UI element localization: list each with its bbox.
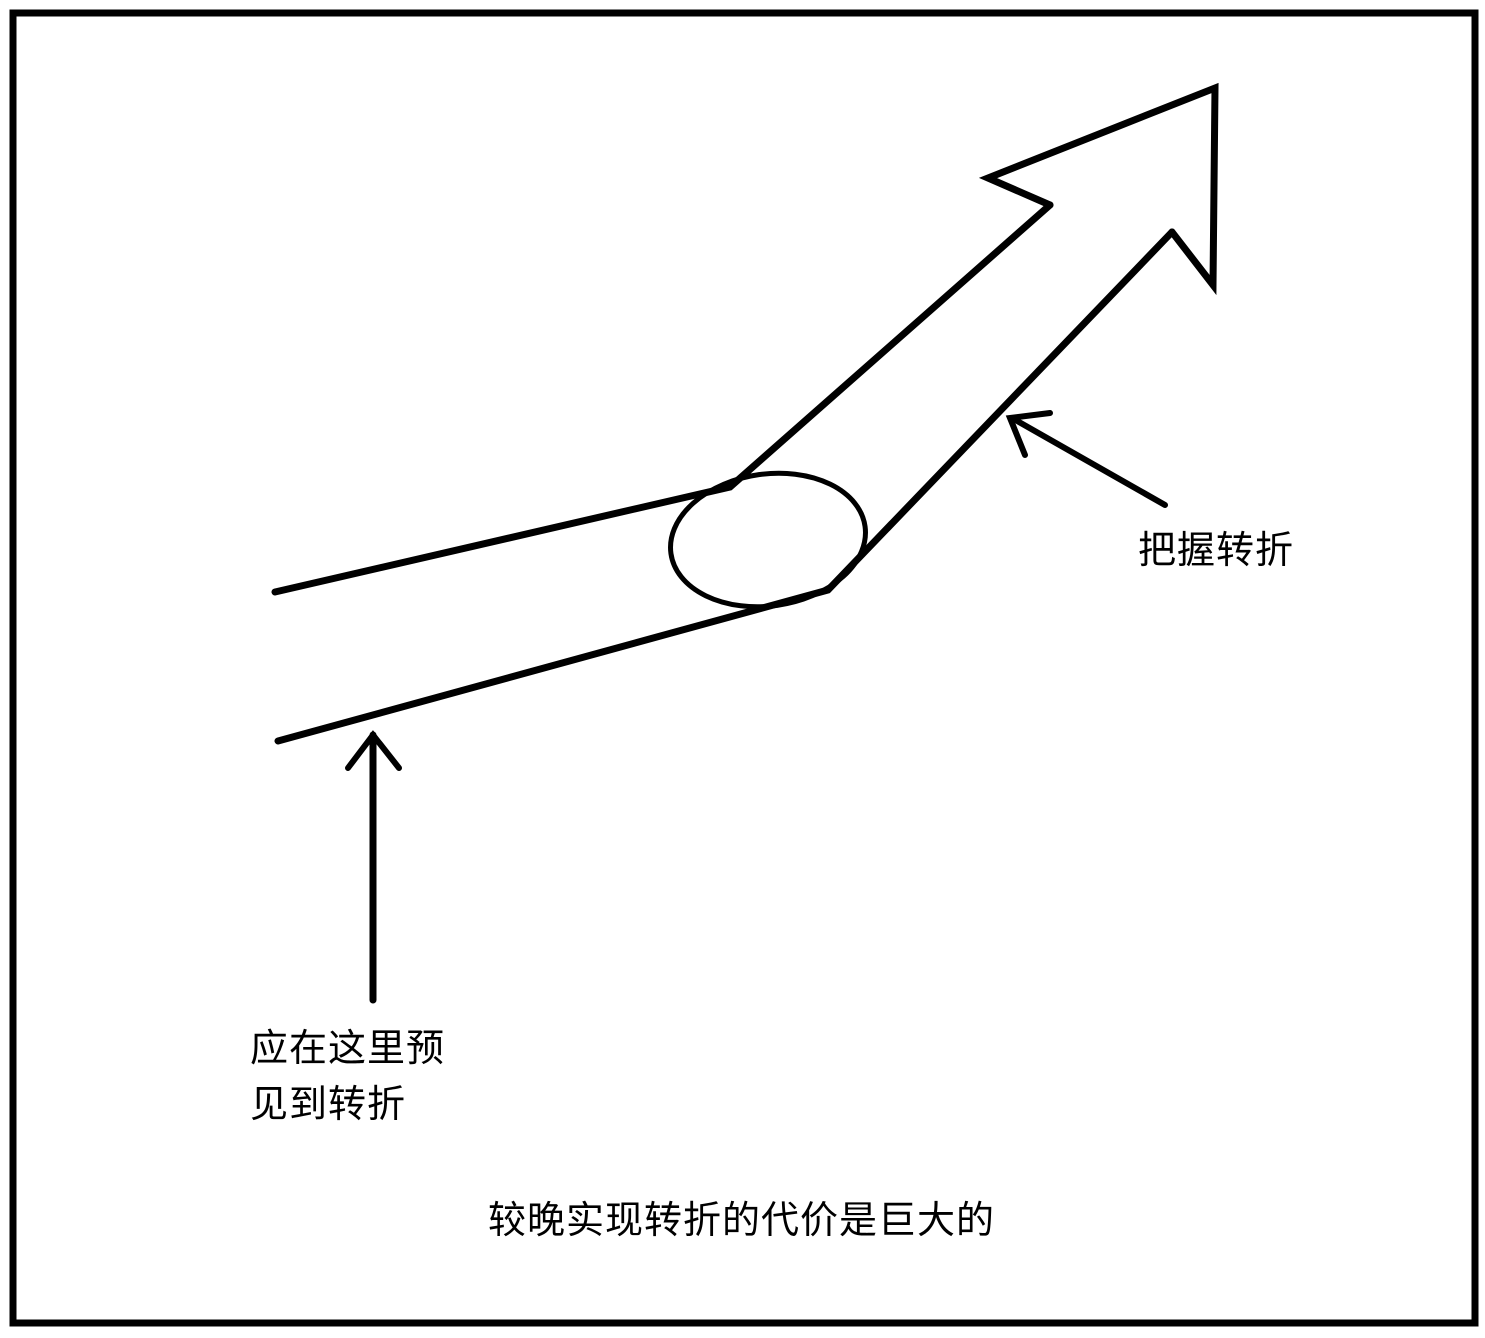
grasp-turn-label: 把握转折: [1138, 528, 1295, 572]
foresee-pointer-head: [345, 730, 402, 771]
diagram-caption: 较晚实现转折的代价是巨大的: [488, 1198, 996, 1242]
grasp-pointer-shaft: [1009, 415, 1168, 508]
foresee-turn-label: 应在这里预 见到转折: [250, 1020, 445, 1132]
trend-band-upper-edge: [271, 201, 1054, 596]
foresee-turn-label-line1: 应在这里预: [250, 1026, 446, 1070]
trend-arrowhead: [978, 82, 1219, 296]
frame-border: [9, 9, 1479, 1327]
foresee-turn-label-line2: 见到转折: [250, 1082, 407, 1126]
grasp-pointer-head: [1005, 410, 1053, 458]
turning-point-ellipse: [668, 470, 868, 610]
